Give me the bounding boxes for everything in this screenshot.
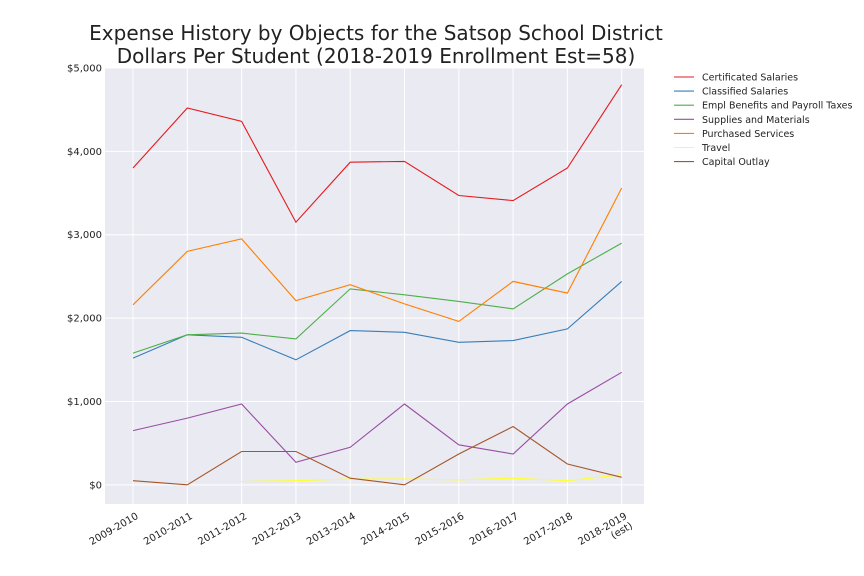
y-gridlines [105,67,644,486]
series-line [132,425,622,486]
chart-subtitle: Dollars Per Student (2018-2019 Enrollmen… [117,44,636,68]
legend-label: Supplies and Materials [702,115,810,126]
x-tick-label: 2013-2014 [305,511,358,548]
y-tick-label: $0 [89,480,102,491]
x-tick-label: 2012-2013 [251,511,304,548]
x-gridlines [132,68,623,504]
legend-label: Empl Benefits and Payroll Taxes [702,101,853,112]
legend-label: Purchased Services [702,129,794,140]
x-tick-label: 2018-2019(est) [576,511,634,557]
y-tick-label: $3,000 [67,230,102,241]
y-tick-label: $5,000 [67,64,102,75]
x-tick-label: 2009-2010 [88,511,141,548]
series-line [132,371,622,463]
x-tick-label: 2015-2016 [414,511,467,548]
legend-label: Travel [701,143,730,154]
series-lines [132,84,623,486]
series-line [132,84,623,224]
y-tick-label: $4,000 [67,147,102,158]
series-line [133,474,622,483]
x-tick-label: 2010-2011 [142,511,195,548]
legend: Certificated Salaries Classified Salaries… [674,73,853,168]
legend-label: Capital Outlay [702,157,770,168]
plot-area [105,68,644,504]
x-tick-label: 2014-2015 [359,511,412,548]
series-line [132,280,623,361]
x-tick-label: 2016-2017 [468,511,521,548]
y-tick-labels: $0 $1,000 $2,000 $3,000 $4,000 $5,000 [67,64,102,492]
legend-label: Certificated Salaries [702,73,798,84]
series-line [132,187,623,323]
legend-label: Classified Salaries [702,87,788,98]
chart-title: Expense History by Objects for the Satso… [89,21,663,45]
x-tick-labels: 2009-2010 2010-2011 2011-2012 2012-2013 2013… [88,511,635,557]
x-tick-label: 2011-2012 [196,511,249,548]
x-tick-label: 2017-2018 [522,511,575,548]
series-line [132,242,622,354]
y-tick-label: $1,000 [67,397,102,408]
y-tick-label: $2,000 [67,314,102,325]
